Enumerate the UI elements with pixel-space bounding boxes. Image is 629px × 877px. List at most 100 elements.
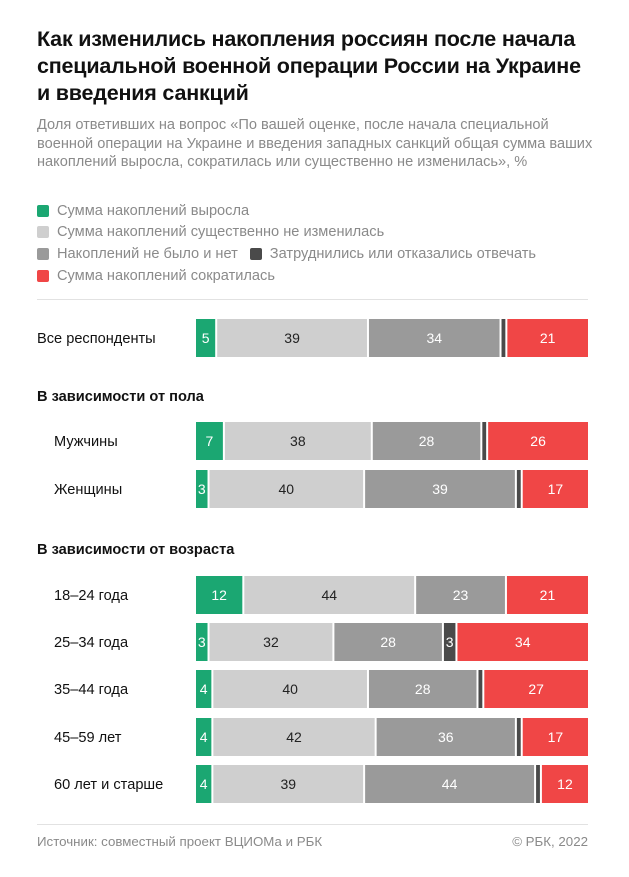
bar-segment-hard-to-say [482, 422, 487, 460]
bar-segment-no-savings [372, 422, 481, 460]
divider-bottom [37, 824, 588, 825]
legend-item-decreased: Сумма накоплений сократилась [37, 268, 275, 284]
chart-subtitle: Доля ответивших на вопрос «По вашей оцен… [37, 117, 593, 170]
bar-segment-increased [196, 670, 212, 708]
bar-segment-increased [196, 576, 243, 614]
bar-value-label: 39 [280, 776, 296, 792]
legend-swatch-increased [37, 204, 49, 217]
legend-row: Накоплений не было и нет Затруднились ил… [37, 243, 617, 265]
bar-segment-hard-to-say [516, 718, 521, 756]
bar-value-label: 34 [515, 634, 531, 650]
bar-segment-increased [196, 319, 216, 357]
legend-item-hard-to-say: Затруднились или отказались отвечать [249, 245, 537, 262]
bar-segment-no-savings [365, 470, 515, 508]
bar-segment-no-savings [376, 718, 515, 756]
bar-segment-hard-to-say [501, 319, 506, 357]
bar-value-label: 28 [415, 681, 431, 697]
bar-segment-hard-to-say [443, 623, 456, 661]
bar-value-label: 5 [202, 330, 210, 346]
bar-segment-decreased [488, 422, 588, 460]
bar-segment-increased [196, 623, 208, 661]
bar-value-label: 40 [282, 681, 298, 697]
bar-value-label: 34 [426, 330, 442, 346]
row-label: 45–59 лет [54, 730, 122, 746]
bar-segment-no-savings [416, 576, 505, 614]
bar-segment-decreased [541, 765, 588, 803]
bar-segment-decreased [507, 319, 588, 357]
row-label: Мужчины [54, 434, 118, 450]
bar-segment-unchanged [209, 623, 333, 661]
bar-segment-decreased [522, 470, 588, 508]
bar-value-label: 27 [528, 681, 544, 697]
legend-label-no-savings: Накоплений не было и нет [57, 245, 238, 262]
bar-segment-decreased [484, 670, 588, 708]
row-label: 25–34 года [54, 635, 129, 651]
bar-segment-unchanged [213, 765, 364, 803]
bar-value-label: 4 [200, 681, 208, 697]
bar-value-label: 44 [442, 776, 458, 792]
legend-swatch-decreased [37, 269, 49, 282]
bar-segment-no-savings [368, 670, 477, 708]
bar-value-label: 42 [286, 729, 302, 745]
legend-label-unchanged: Сумма накоплений существенно не изменила… [57, 224, 385, 241]
legend-swatch-no-savings [37, 247, 49, 260]
bar-segment-no-savings [368, 319, 500, 357]
legend-swatch-unchanged [37, 226, 49, 239]
bar-segment-unchanged [244, 576, 415, 614]
bar-value-label: 12 [211, 587, 227, 603]
bar-segment-decreased [522, 718, 588, 756]
legend: Сумма накоплений выросла Сумма накоплени… [37, 200, 617, 286]
bar-value-label: 4 [200, 776, 208, 792]
bar-value-label: 7 [206, 433, 214, 449]
bar-value-label: 17 [548, 729, 564, 745]
bar-segment-hard-to-say [516, 470, 521, 508]
legend-row: Сумма накоплений выросла [37, 200, 617, 222]
bar-segment-unchanged [213, 718, 375, 756]
legend-row: Сумма накоплений сократилась [37, 265, 617, 287]
bar-value-label: 21 [540, 587, 556, 603]
row-label: 18–24 года [54, 588, 129, 604]
bar-value-label: 12 [557, 776, 573, 792]
bar-value-label: 28 [380, 634, 396, 650]
bar-segment-unchanged [224, 422, 371, 460]
legend-label-decreased: Сумма накоплений сократилась [57, 267, 275, 284]
bar-segment-increased [196, 718, 212, 756]
legend-item-no-savings: Накоплений не было и нет [37, 246, 238, 262]
bar-value-label: 40 [279, 481, 295, 497]
legend-label-hard-to-say: Затруднились или отказались отвечать [269, 245, 537, 262]
row-label: 35–44 года [54, 682, 129, 698]
group-heading: В зависимости от пола [37, 389, 205, 405]
row-label: 60 лет и старше [54, 777, 163, 793]
bar-value-label: 17 [548, 481, 564, 497]
bar-value-label: 39 [284, 330, 300, 346]
bar-segment-increased [196, 422, 223, 460]
bar-value-label: 36 [438, 729, 454, 745]
bar-value-label: 21 [540, 330, 556, 346]
bar-segment-unchanged [217, 319, 367, 357]
copyright: © РБК, 2022 [512, 834, 588, 849]
legend-row: Сумма накоплений существенно не изменила… [37, 222, 617, 244]
chart-title: Как изменились накопления россиян после … [37, 27, 581, 105]
bar-value-label: 39 [432, 481, 448, 497]
bar-segment-increased [196, 765, 212, 803]
bar-value-label: 28 [419, 433, 435, 449]
bar-value-label: 32 [263, 634, 279, 650]
bar-value-label: 38 [290, 433, 306, 449]
row-label: Все респонденты [37, 331, 156, 347]
bar-value-label: 3 [446, 634, 454, 650]
divider-top [37, 299, 588, 300]
bar-segment-hard-to-say [478, 670, 483, 708]
bar-value-label: 23 [453, 587, 469, 603]
legend-item-unchanged: Сумма накоплений существенно не изменила… [37, 224, 384, 240]
row-label: Женщины [54, 482, 122, 498]
bar-segment-decreased [506, 576, 588, 614]
legend-item-increased: Сумма накоплений выросла [37, 203, 249, 219]
bar-segment-increased [196, 470, 208, 508]
bar-value-label: 44 [321, 587, 337, 603]
bar-segment-unchanged [213, 670, 367, 708]
bar-value-label: 3 [198, 634, 206, 650]
bar-segment-unchanged [209, 470, 364, 508]
bar-value-label: 3 [198, 481, 206, 497]
legend-label-increased: Сумма накоплений выросла [57, 202, 250, 219]
